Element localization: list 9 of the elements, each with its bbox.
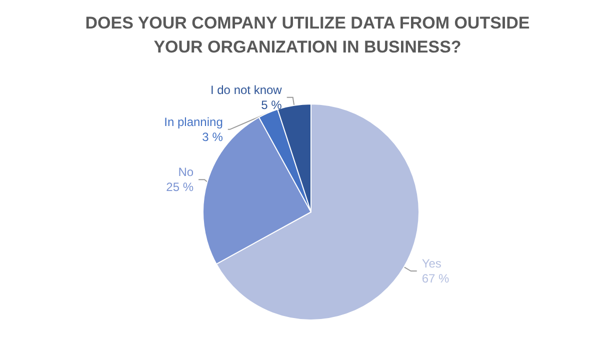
data-label: 67 % — [422, 272, 450, 286]
data-label: 25 % — [166, 180, 194, 194]
chart-title: DOES YOUR COMPANY UTILIZE DATA FROM OUTSIDE YOUR ORGANIZATION IN BUSINESS? — [85, 14, 530, 56]
slice-label: In planning — [164, 114, 223, 129]
slice-label: Yes — [422, 256, 442, 271]
data-label: 5 % — [261, 98, 282, 112]
slice-label: I do not know — [210, 82, 282, 97]
slice-label: No — [178, 165, 194, 180]
data-label: 3 % — [202, 130, 224, 144]
